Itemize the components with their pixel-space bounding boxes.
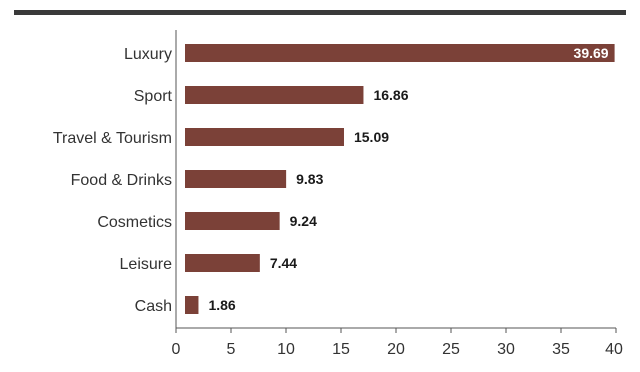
category-label: Sport [134, 88, 173, 105]
bars-group [185, 44, 615, 314]
value-label: 1.86 [208, 297, 235, 313]
bar-luxury [185, 44, 615, 62]
bar-food-drinks [185, 170, 287, 188]
bar-cosmetics [185, 212, 280, 230]
category-labels: Luxury Sport Travel & Tourism Food & Drinks… [53, 46, 173, 315]
x-tick-label: 5 [227, 341, 236, 358]
x-tick-label: 40 [605, 341, 623, 358]
x-tick-label: 20 [387, 341, 405, 358]
bar-leisure [185, 254, 260, 272]
value-label: 9.83 [296, 171, 323, 187]
category-label: Travel & Tourism [53, 130, 172, 147]
x-tick-label: 30 [497, 341, 515, 358]
bar-cash [185, 296, 199, 314]
category-label: Cosmetics [97, 214, 172, 231]
x-tick-label: 10 [277, 341, 295, 358]
category-label: Cash [135, 298, 172, 315]
x-tick-label: 35 [552, 341, 570, 358]
value-label: 15.09 [354, 129, 389, 145]
value-label: 16.86 [373, 87, 408, 103]
category-label: Luxury [124, 46, 172, 63]
x-tick-label: 15 [332, 341, 350, 358]
value-label: 9.24 [290, 213, 317, 229]
x-axis-ticks: 0 5 10 15 20 25 30 35 40 [172, 328, 623, 358]
value-label: 39.69 [574, 45, 609, 61]
category-label: Food & Drinks [71, 172, 172, 189]
x-tick-label: 0 [172, 341, 181, 358]
x-tick-label: 25 [442, 341, 460, 358]
bar-sport [185, 86, 364, 104]
bar-travel-tourism [185, 128, 344, 146]
value-label: 7.44 [270, 255, 297, 271]
top-rule [14, 10, 626, 15]
value-labels: 39.69 16.86 15.09 9.83 9.24 7.44 1.86 [208, 45, 608, 313]
category-label: Leisure [120, 256, 173, 273]
